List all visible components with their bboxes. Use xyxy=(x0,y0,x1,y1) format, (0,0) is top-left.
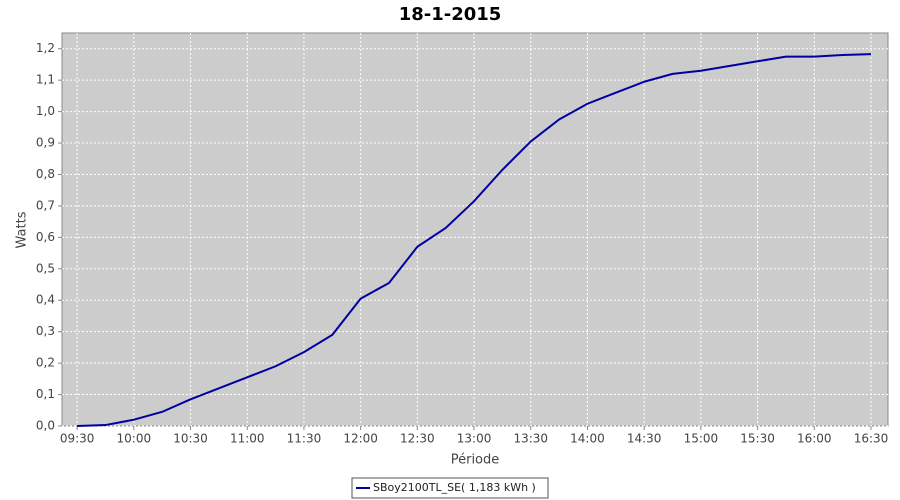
x-tick-label: 15:00 xyxy=(684,432,719,446)
y-tick-label: 1,1 xyxy=(36,73,55,87)
y-tick-label: 1,0 xyxy=(36,104,55,118)
x-tick-label: 14:00 xyxy=(570,432,605,446)
y-tick-label: 0,9 xyxy=(36,136,55,150)
x-tick-label: 13:00 xyxy=(457,432,492,446)
x-axis-label: Période xyxy=(451,453,500,468)
y-tick-label: 0,7 xyxy=(36,198,55,212)
x-tick-label: 12:30 xyxy=(400,432,435,446)
y-tick-label: 0,3 xyxy=(36,324,55,338)
x-tick-label: 14:30 xyxy=(627,432,662,446)
y-tick-label: 0,1 xyxy=(36,387,55,401)
y-tick-label: 0,0 xyxy=(36,419,55,433)
chart-title: 18-1-2015 xyxy=(399,4,502,25)
y-tick-label: 1,2 xyxy=(36,41,55,55)
x-tick-label: 11:30 xyxy=(287,432,322,446)
x-tick-label: 12:00 xyxy=(343,432,378,446)
x-tick-label: 16:00 xyxy=(797,432,832,446)
y-tick-label: 0,5 xyxy=(36,261,55,275)
series-line xyxy=(77,53,872,427)
legend-label: SBoy2100TL_SE( 1,183 kWh ) xyxy=(373,481,536,494)
x-tick-label: 15:30 xyxy=(740,432,775,446)
plot-area xyxy=(61,32,889,427)
x-tick-label: 10:30 xyxy=(173,432,208,446)
y-tick-label: 0,6 xyxy=(36,230,55,244)
x-tick-label: 11:00 xyxy=(230,432,265,446)
x-tick-label: 16:30 xyxy=(854,432,889,446)
x-tick-label: 10:00 xyxy=(117,432,152,446)
x-tick-label: 13:30 xyxy=(513,432,548,446)
y-tick-label: 0,2 xyxy=(36,356,55,370)
y-axis-label: Watts xyxy=(15,211,30,248)
legend-box xyxy=(351,477,549,499)
x-tick-label: 09:30 xyxy=(60,432,95,446)
y-tick-label: 0,8 xyxy=(36,167,55,181)
y-tick-label: 0,4 xyxy=(36,293,55,307)
